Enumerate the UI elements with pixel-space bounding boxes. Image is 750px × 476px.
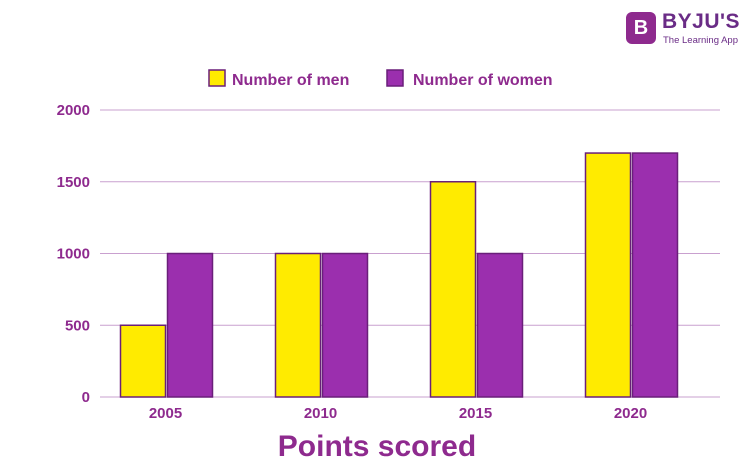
x-axis-title: Points scored: [278, 430, 476, 463]
brand-name: BYJU'S: [662, 10, 741, 33]
brand-badge-icon: B: [626, 12, 656, 44]
bar-women-2010: [321, 252, 369, 398]
legend-label-women: Number of women: [413, 72, 553, 89]
brand-logo: B BYJU'S The Learning App: [626, 10, 742, 50]
legend-label-men: Number of men: [232, 72, 349, 89]
y-tick-label: 2000: [57, 102, 90, 119]
x-tick-label: 2015: [459, 405, 492, 422]
bar-women-2015: [476, 252, 524, 398]
bar-men-2020: [584, 152, 632, 398]
y-axis-ticks: 0 500 1000 1500 2000: [57, 102, 90, 406]
legend-swatch-women: [386, 69, 404, 87]
x-tick-label: 2005: [149, 405, 182, 422]
y-tick-label: 1000: [57, 246, 90, 263]
x-tick-label: 2010: [304, 405, 337, 422]
x-axis-ticks: 2005 2010 2015 2020: [149, 405, 647, 422]
legend: Number of men Number of women: [208, 69, 553, 89]
legend-swatch-men: [208, 69, 226, 87]
brand-tagline: The Learning App: [663, 35, 739, 46]
bar-men-2010: [274, 252, 322, 398]
bars: [119, 152, 679, 398]
bar-men-2015: [429, 181, 477, 398]
y-tick-label: 1500: [57, 174, 90, 191]
bar-men-2005: [119, 324, 167, 398]
bar-women-2005: [166, 252, 214, 398]
bar-women-2020: [631, 152, 679, 398]
y-tick-label: 0: [82, 389, 90, 406]
x-tick-label: 2020: [614, 405, 647, 422]
y-tick-label: 500: [65, 317, 90, 334]
